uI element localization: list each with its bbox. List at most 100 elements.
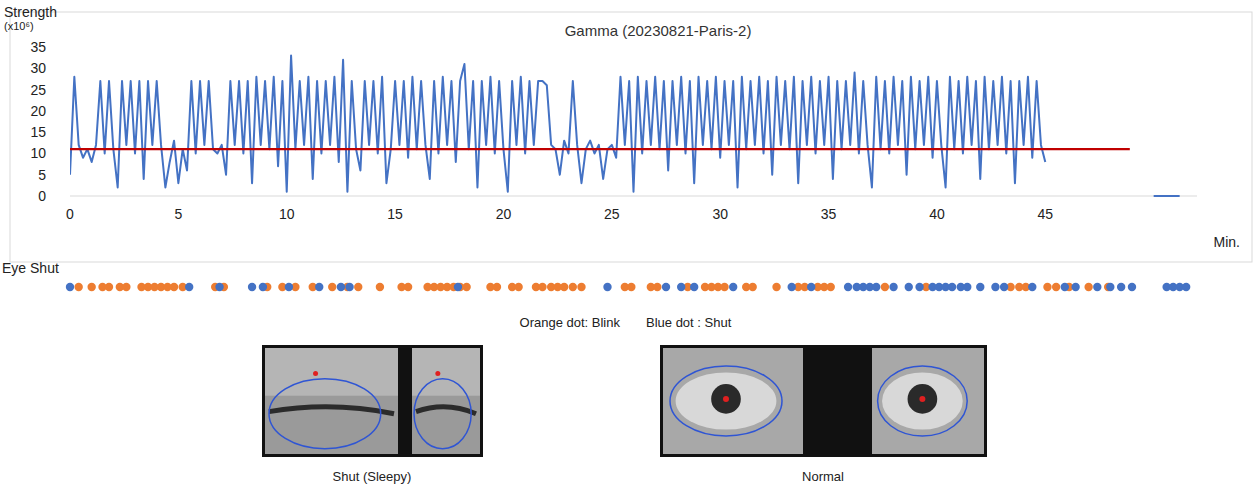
eye-event-dot — [662, 283, 670, 291]
eye-event-dot — [807, 283, 815, 291]
x-tick-label: 25 — [604, 206, 620, 222]
eye-event-dot — [285, 283, 293, 291]
x-tick-label: 35 — [821, 206, 837, 222]
plot-area — [70, 56, 1180, 196]
eye-event-dot — [493, 283, 501, 291]
eye-photo — [265, 348, 398, 454]
eye-event-dot — [1106, 283, 1114, 291]
photo-caption: Normal — [802, 469, 844, 484]
legend-entry: Orange dot: Blink — [520, 315, 621, 330]
x-tick-label: 5 — [174, 206, 182, 222]
eye-event-dot — [74, 283, 82, 291]
eye-event-dot — [690, 283, 698, 291]
eye-event-dot — [1043, 283, 1051, 291]
eye-event-dot — [827, 283, 835, 291]
eye-event-dot — [1128, 283, 1136, 291]
eye-photo — [412, 348, 480, 454]
eye-event-dot — [729, 283, 737, 291]
x-axis-title: Min. — [1214, 234, 1240, 250]
eye-white — [882, 372, 963, 429]
eye-event-dot — [328, 283, 336, 291]
eye-event-dot — [991, 283, 999, 291]
eye-event-dot — [1084, 283, 1092, 291]
eye-event-dot — [948, 283, 956, 291]
eye-event-dot — [87, 283, 95, 291]
eye-event-dot — [1000, 283, 1008, 291]
y-tick-label: 20 — [30, 103, 46, 119]
eye-shut-label: Eye Shut — [2, 260, 59, 276]
eye-event-dot — [915, 283, 923, 291]
y-tick-label: 25 — [30, 82, 46, 98]
chart-root: Gamma (20230821-Paris-2)Strength(x10⁶)Mi… — [0, 0, 1258, 495]
y-tick-label: 35 — [30, 39, 46, 55]
eye-event-dot — [872, 283, 880, 291]
eye-event-dot — [577, 283, 585, 291]
photos — [262, 345, 987, 457]
tracker-dot — [723, 396, 729, 402]
eye-event-dot — [66, 283, 74, 291]
x-tick-label: 0 — [66, 206, 74, 222]
eye-event-dot — [1182, 283, 1190, 291]
eye-event-dot — [215, 283, 223, 291]
eye-event-dot — [105, 283, 113, 291]
x-tick-label: 20 — [496, 206, 512, 222]
eye-event-dot — [1052, 283, 1060, 291]
legend-entry: Blue dot : Shut — [646, 315, 732, 330]
tracker-dot — [435, 371, 440, 376]
eye-event-dot — [905, 283, 913, 291]
eye-tracker-ellipse — [878, 366, 968, 436]
eye-event-dot — [170, 283, 178, 291]
eye-event-dot — [315, 283, 323, 291]
x-tick-label: 40 — [929, 206, 945, 222]
pupil — [908, 384, 938, 414]
eye-event-dot — [788, 283, 796, 291]
dot-row — [66, 283, 1191, 291]
eye-event-dot — [122, 283, 130, 291]
eye-event-dot — [976, 283, 984, 291]
eye-event-dot — [1061, 283, 1069, 291]
eye-event-dot — [772, 283, 780, 291]
eye-tracker-ellipse — [269, 379, 381, 449]
eye-event-dot — [404, 283, 412, 291]
x-axis-line — [70, 196, 1197, 197]
eye-event-dot — [627, 283, 635, 291]
eye-event-dot — [889, 283, 897, 291]
eye-event-dot — [720, 283, 728, 291]
eye-event-dot — [538, 283, 546, 291]
tracker-dot — [919, 396, 925, 402]
eye-event-dot — [1071, 283, 1079, 291]
x-tick-label: 15 — [387, 206, 403, 222]
eye-event-dot — [603, 283, 611, 291]
eye-event-dot — [881, 283, 889, 291]
eye-event-dot — [844, 283, 852, 291]
y-axis-title: Strength — [4, 4, 57, 20]
eye-tracker-ellipse — [414, 379, 471, 449]
eye-event-dot — [462, 283, 470, 291]
y-tick-label: 15 — [30, 124, 46, 140]
eye-event-dot — [354, 283, 362, 291]
eye-event-dot — [345, 283, 353, 291]
eyelid — [269, 407, 394, 414]
eye-photo — [663, 348, 803, 454]
eye-event-dot — [677, 283, 685, 291]
eye-event-dot — [653, 283, 661, 291]
eye-event-dot — [1117, 283, 1125, 291]
tracker-dot — [313, 371, 318, 376]
eye-event-dot — [569, 283, 577, 291]
chart-frame — [10, 12, 1252, 262]
eye-event-dot — [1028, 283, 1036, 291]
y-tick-label: 0 — [38, 188, 46, 204]
eye-event-dot — [454, 283, 462, 291]
y-tick-label: 10 — [30, 145, 46, 161]
chart-title: Gamma (20230821-Paris-2) — [565, 22, 752, 39]
x-tick-label: 45 — [1037, 206, 1053, 222]
photo-frame — [660, 345, 987, 457]
eyelid — [416, 407, 476, 414]
pupil — [711, 384, 741, 414]
eye-tracker-ellipse — [670, 366, 782, 436]
eye-event-dot — [259, 283, 267, 291]
x-tick-label: 10 — [279, 206, 295, 222]
eye-event-dot — [514, 283, 522, 291]
data-line — [70, 56, 1180, 196]
eye-event-dot — [248, 283, 256, 291]
